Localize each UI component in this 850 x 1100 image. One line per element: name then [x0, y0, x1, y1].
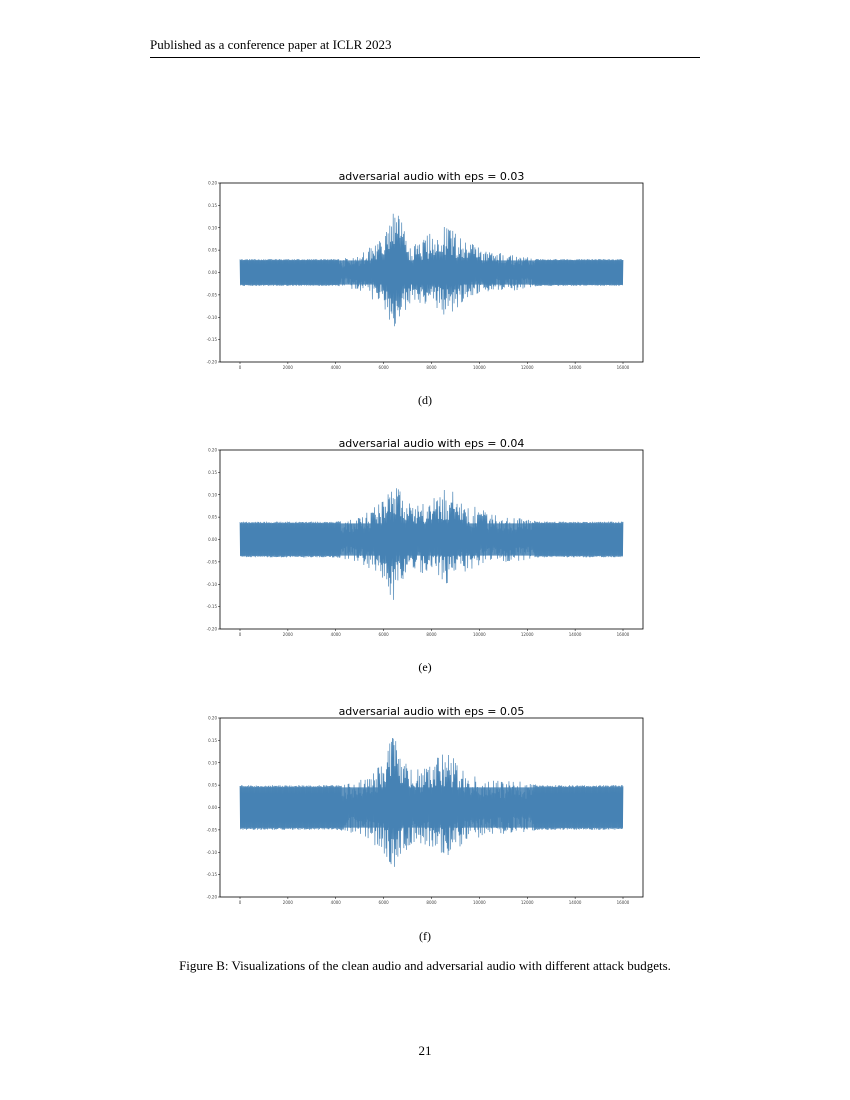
y-tick-label: 0.00 — [208, 805, 217, 810]
figure-caption: Figure B: Visualizations of the clean au… — [179, 958, 671, 973]
y-tick-label: 0.20 — [208, 181, 217, 186]
chart-f: adversarial audio with eps = 0.05 0.20 0.1… — [207, 705, 644, 905]
x-tick-label: 0 — [239, 632, 242, 637]
y-tick-label: 0.20 — [208, 448, 217, 453]
y-tick-label: -0.15 — [207, 604, 218, 609]
x-tick-label: 6000 — [379, 632, 390, 637]
x-tick-label: 8000 — [426, 900, 437, 905]
waveform-series — [239, 738, 624, 867]
y-tick-label: -0.10 — [207, 850, 218, 855]
y-tick-label: -0.15 — [207, 337, 218, 342]
waveform-noise-band — [240, 260, 623, 285]
x-tick-label: 12000 — [521, 900, 534, 905]
x-tick-label: 2000 — [283, 632, 294, 637]
sublabel-f: (f) — [419, 929, 431, 943]
x-tick-label: 2000 — [283, 365, 294, 370]
y-tick-label: -0.05 — [207, 559, 218, 564]
x-tick-label: 8000 — [426, 365, 437, 370]
x-tick-label: 12000 — [521, 632, 534, 637]
x-tick-label: 14000 — [569, 632, 582, 637]
waveform-noise-band — [240, 787, 623, 828]
y-tick-label: 0.15 — [208, 203, 217, 208]
x-tick-label: 0 — [239, 365, 242, 370]
x-tick-label: 10000 — [473, 365, 486, 370]
chart-panel-e: adversarial audio with eps = 0.04 0.20 0.1… — [195, 437, 655, 637]
x-tick-label: 16000 — [617, 632, 630, 637]
sublabel-d: (d) — [418, 393, 432, 407]
y-tick-label: -0.20 — [207, 360, 218, 365]
chart-title: adversarial audio with eps = 0.05 — [339, 705, 525, 718]
page-number: 21 — [418, 1043, 432, 1058]
x-tick-label: 4000 — [331, 900, 342, 905]
x-tick-label: 14000 — [569, 900, 582, 905]
y-tick-label: 0.10 — [208, 492, 217, 497]
y-tick-label: 0.15 — [208, 738, 217, 743]
chart-d: adversarial audio with eps = 0.03 0.20 0.1… — [207, 170, 644, 370]
x-tick-label: 6000 — [379, 900, 390, 905]
x-tick-label: 2000 — [283, 900, 294, 905]
chart-e: adversarial audio with eps = 0.04 0.20 0.1… — [207, 437, 644, 637]
x-tick-label: 0 — [239, 900, 242, 905]
chart-panel-f: adversarial audio with eps = 0.05 0.20 0.1… — [195, 705, 655, 905]
y-tick-label: 0.05 — [208, 248, 217, 253]
running-header: Published as a conference paper at ICLR … — [150, 37, 700, 58]
y-tick-label: 0.20 — [208, 716, 217, 721]
waveform-noise-band — [240, 523, 623, 556]
y-tick-label: -0.10 — [207, 582, 218, 587]
waveform-series — [239, 488, 624, 600]
x-tick-label: 16000 — [617, 365, 630, 370]
y-tick-label: 0.10 — [208, 225, 217, 230]
x-tick-label: 14000 — [569, 365, 582, 370]
y-tick-label: 0.00 — [208, 537, 217, 542]
waveform-series — [239, 213, 624, 327]
x-tick-label: 16000 — [617, 900, 630, 905]
y-tick-label: 0.15 — [208, 470, 217, 475]
chart-panel-d: adversarial audio with eps = 0.03 0.20 0.1… — [195, 170, 655, 370]
y-tick-label: 0.00 — [208, 270, 217, 275]
y-tick-label: -0.05 — [207, 292, 218, 297]
y-tick-label: -0.15 — [207, 872, 218, 877]
x-tick-label: 12000 — [521, 365, 534, 370]
x-tick-label: 10000 — [473, 632, 486, 637]
chart-title: adversarial audio with eps = 0.04 — [339, 437, 525, 450]
x-tick-label: 4000 — [331, 365, 342, 370]
x-tick-label: 10000 — [473, 900, 486, 905]
y-tick-label: -0.20 — [207, 895, 218, 900]
y-tick-label: 0.05 — [208, 783, 217, 788]
y-tick-label: 0.10 — [208, 760, 217, 765]
y-tick-label: 0.05 — [208, 515, 217, 520]
y-tick-label: -0.20 — [207, 627, 218, 632]
x-tick-label: 8000 — [426, 632, 437, 637]
y-tick-label: -0.05 — [207, 827, 218, 832]
sublabel-e: (e) — [418, 660, 432, 674]
x-tick-label: 6000 — [379, 365, 390, 370]
chart-title: adversarial audio with eps = 0.03 — [339, 170, 525, 183]
x-tick-label: 4000 — [331, 632, 342, 637]
y-tick-label: -0.10 — [207, 315, 218, 320]
